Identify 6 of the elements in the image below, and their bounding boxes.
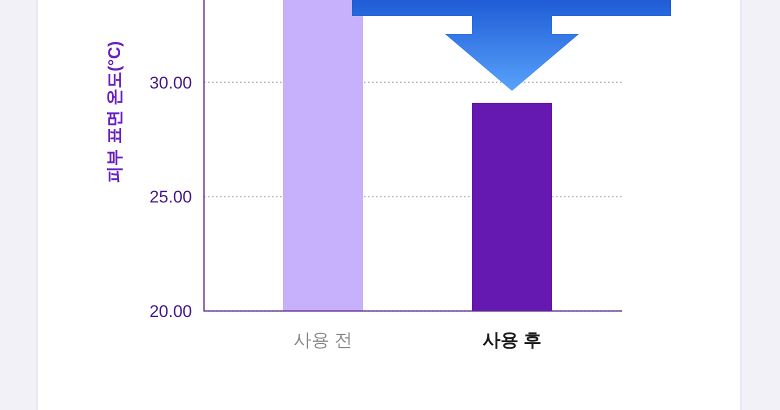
y-axis-title: 피부 표면 온도(°C) [105, 41, 124, 183]
x-tick-label: 사용 후 [482, 330, 542, 350]
x-tick-label: 사용 전 [293, 330, 353, 350]
y-tick-label: 20.00 [149, 302, 192, 321]
y-tick-label: 30.00 [149, 73, 192, 92]
y-tick-label: 25.00 [149, 188, 192, 207]
